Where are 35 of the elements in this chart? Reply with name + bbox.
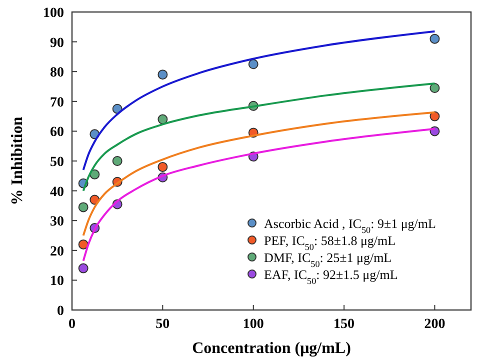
y-tick-label: 80: [50, 66, 64, 81]
x-tick-label: 150: [334, 317, 355, 332]
y-tick-label: 70: [50, 95, 64, 110]
x-tick-label: 100: [242, 317, 264, 332]
y-tick-label: 0: [57, 304, 64, 319]
point: [248, 59, 258, 70]
y-tick-label: 90: [50, 36, 64, 51]
point: [158, 70, 168, 80]
point: [90, 169, 100, 180]
y-tick-label: 50: [50, 155, 64, 170]
legend-label: Ascorbic Acid , IC$_{50}$: 9±1 μg/mL: [264, 216, 436, 235]
y-tick-label: 20: [50, 244, 64, 260]
x-tick-label: 50: [156, 317, 170, 332]
y-tick-label: 60: [50, 125, 64, 140]
point: [430, 34, 440, 44]
y-tick-label: 40: [50, 184, 64, 200]
line-series: [82, 30, 436, 171]
point: [78, 202, 88, 212]
point: [78, 239, 88, 250]
point: [158, 162, 168, 172]
point: [158, 114, 168, 124]
x-tick-label: 200: [424, 317, 446, 332]
point: [78, 263, 88, 274]
y-tick-label: 100: [43, 6, 64, 21]
point: [430, 111, 440, 122]
x-axis-title: Concentration (μg/mL): [192, 340, 351, 357]
legend-label: EAF, IC$_{50}$: 92±1.5 μg/mL: [264, 267, 398, 286]
legend-label: DMF, IC$_{50}$: 25±1 μg/mL: [264, 250, 392, 269]
point: [112, 156, 122, 166]
legend-label: PEF, IC$_{50}$: 58±1.8 μg/mL: [264, 233, 396, 252]
x-tick-label: 0: [68, 317, 76, 332]
point: [430, 82, 440, 93]
y-axis-title: % Inhibition: [9, 116, 26, 206]
y-tick-label: 30: [50, 214, 64, 230]
y-tick-label: 10: [50, 274, 64, 290]
